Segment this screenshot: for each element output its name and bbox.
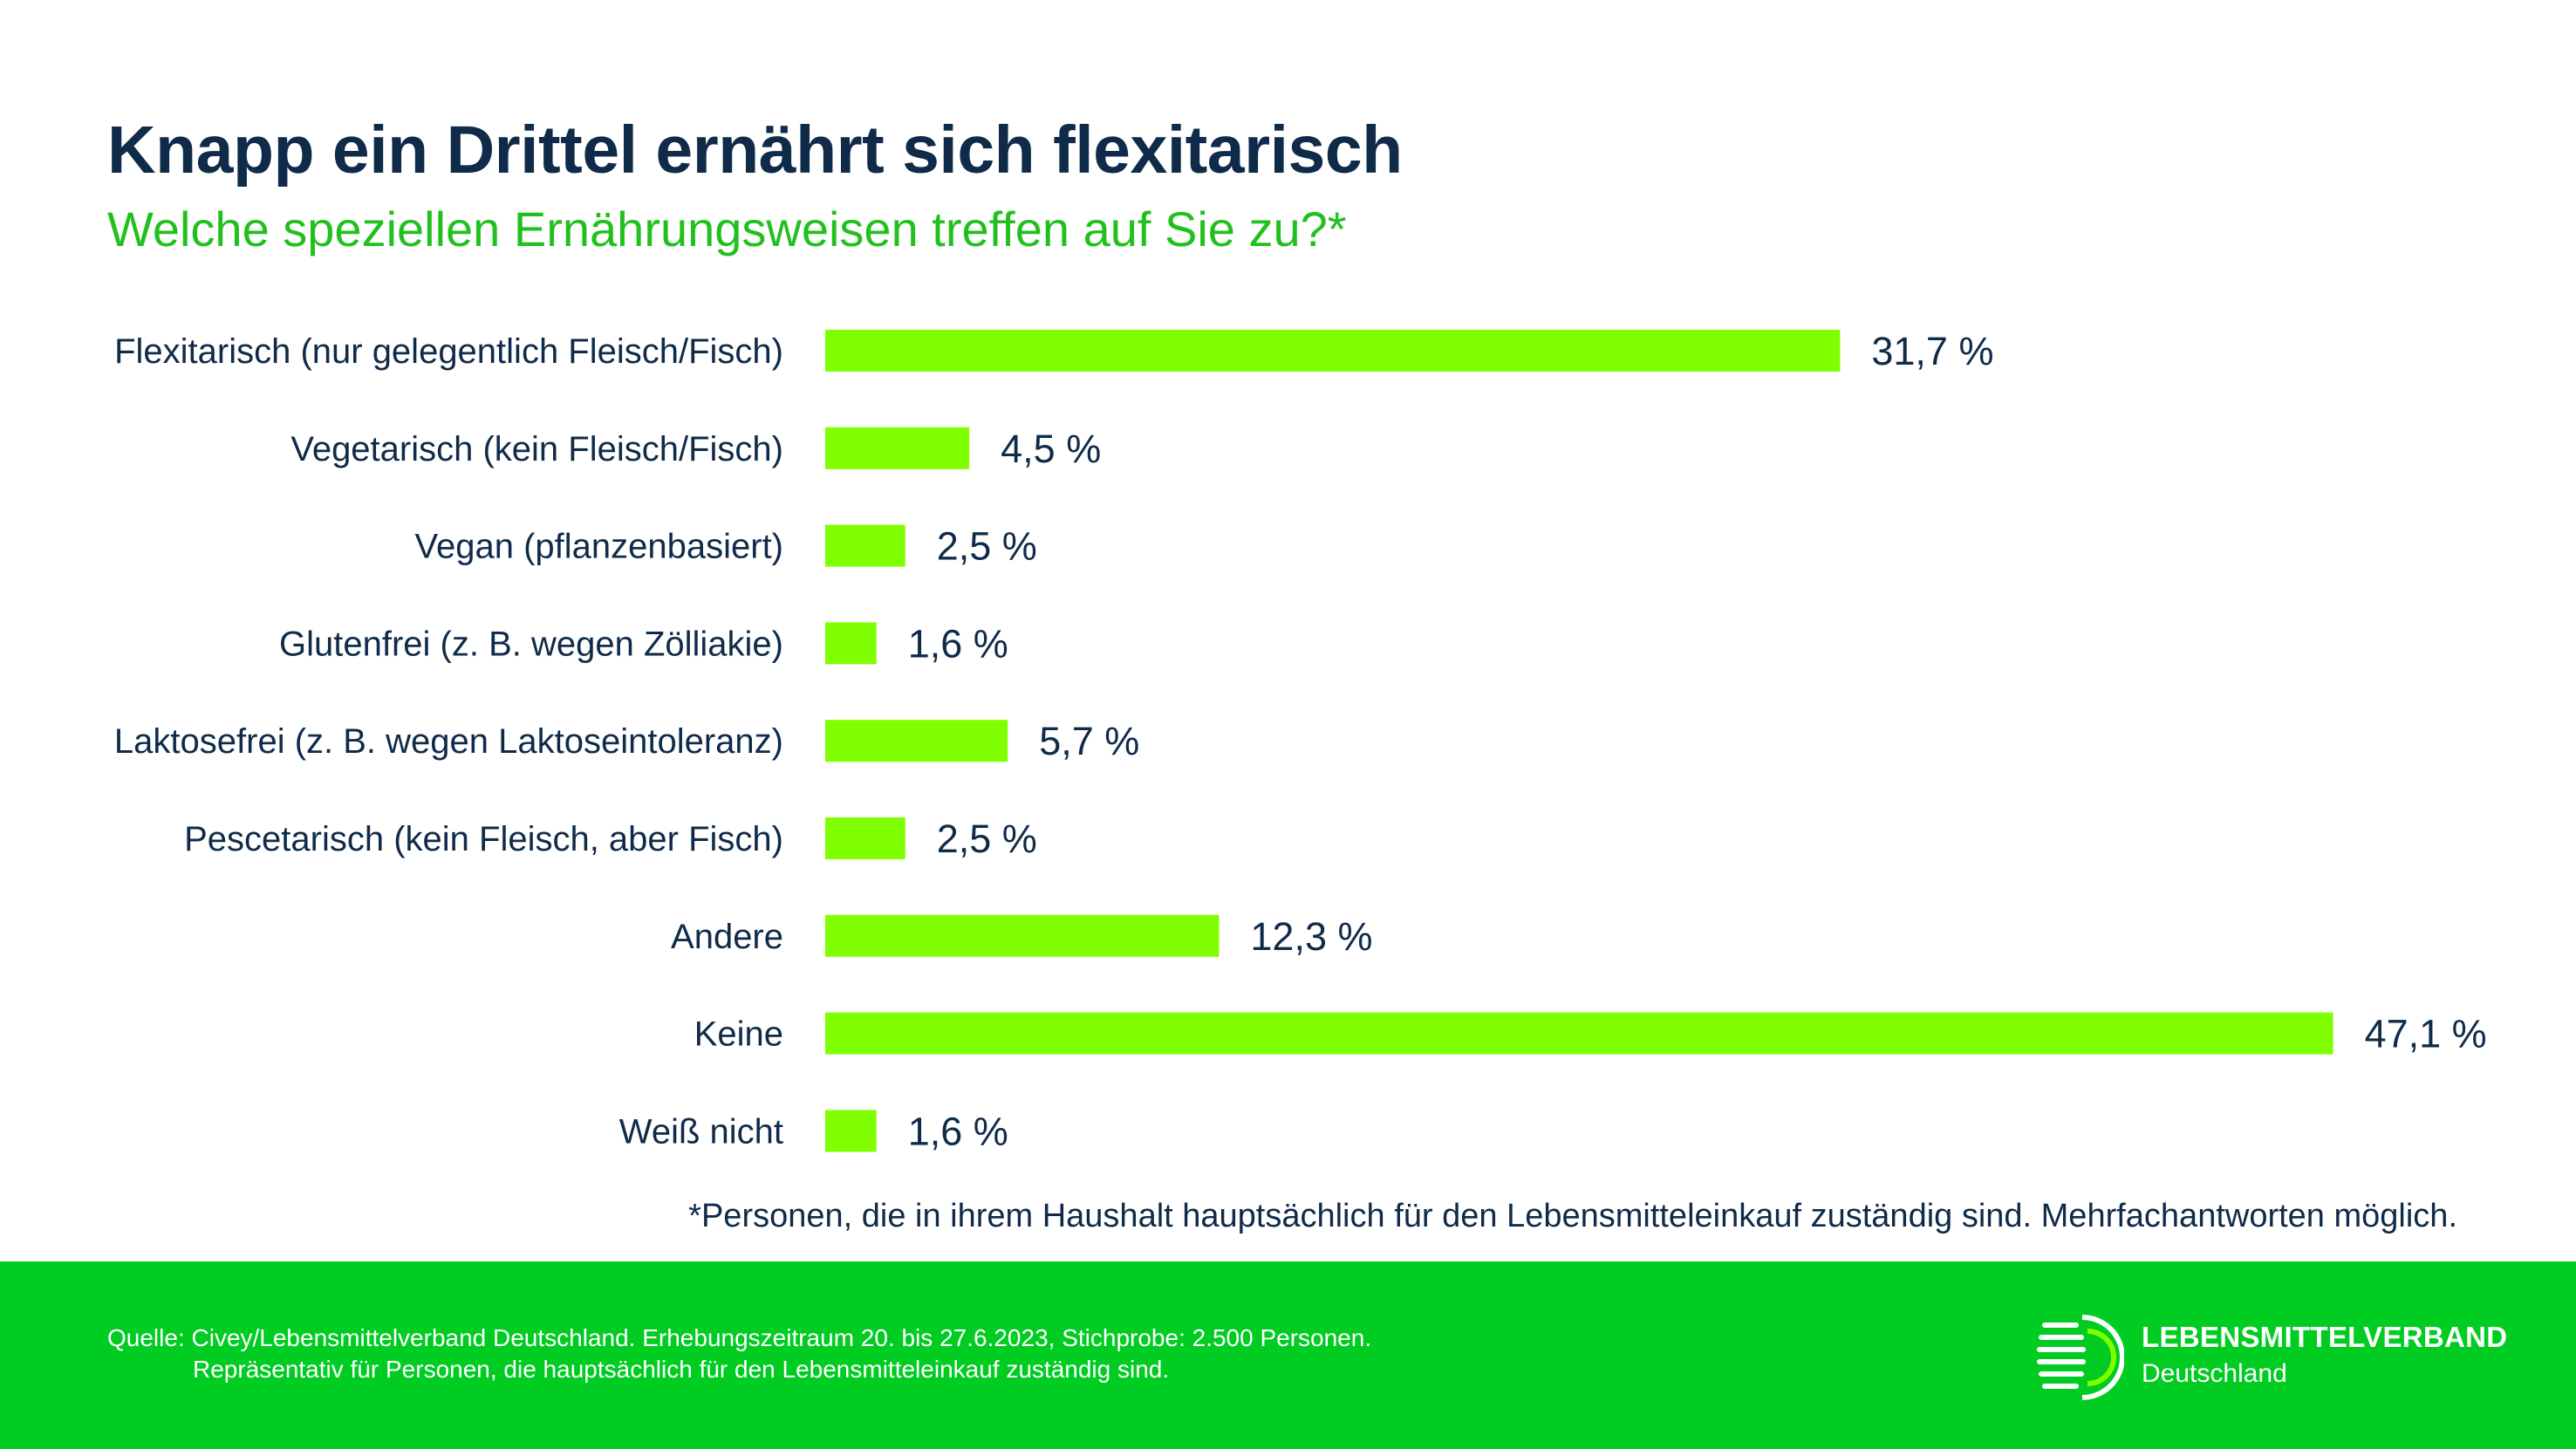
- bar: [825, 1110, 877, 1152]
- category-label: Keine: [694, 1015, 783, 1054]
- value-label: 12,3 %: [1250, 914, 1372, 959]
- logo-subtitle: Deutschland: [2142, 1359, 2287, 1388]
- bar: [825, 427, 970, 469]
- bar-chart: Flexitarisch (nur gelegentlich Fleisch/F…: [114, 329, 2487, 1153]
- value-label: 2,5 %: [937, 524, 1037, 569]
- source-line-1: Quelle: Civey/Lebensmittelverband Deutsc…: [107, 1324, 1372, 1351]
- value-label: 31,7 %: [1871, 329, 1993, 373]
- category-label: Andere: [671, 918, 783, 956]
- value-label: 1,6 %: [908, 621, 1008, 666]
- category-label: Laktosefrei (z. B. wegen Laktoseintolera…: [114, 722, 783, 761]
- bar: [825, 720, 1008, 762]
- bar: [825, 914, 1220, 957]
- category-label: Flexitarisch (nur gelegentlich Fleisch/F…: [114, 332, 783, 371]
- bar: [825, 622, 877, 665]
- footnote: *Personen, die in ihrem Haushalt hauptsä…: [688, 1198, 2457, 1234]
- category-label: Vegetarisch (kein Fleisch/Fisch): [290, 430, 783, 468]
- category-label: Weiß nicht: [619, 1112, 783, 1151]
- source-note: Quelle: Civey/Lebensmittelverband Deutsc…: [107, 1323, 1371, 1385]
- bar: [825, 330, 1841, 372]
- chart-title: Knapp ein Drittel ernährt sich flexitari…: [107, 113, 1403, 188]
- bar: [825, 1012, 2333, 1055]
- logo: LEBENSMITTELVERBAND Deutschland: [2037, 1314, 2560, 1401]
- category-label: Vegan (pflanzenbasiert): [415, 528, 784, 566]
- footer-band: Quelle: Civey/Lebensmittelverband Deutsc…: [0, 1261, 2576, 1449]
- bar: [825, 524, 905, 567]
- lebensmittelverband-logo-icon: [2037, 1315, 2124, 1400]
- logo-name: LEBENSMITTELVERBAND: [2142, 1321, 2508, 1353]
- value-label: 4,5 %: [1001, 427, 1101, 471]
- bar: [825, 817, 905, 859]
- value-label: 5,7 %: [1039, 719, 1139, 763]
- value-label: 2,5 %: [937, 817, 1037, 861]
- category-label: Glutenfrei (z. B. wegen Zölliakie): [279, 625, 783, 663]
- value-label: 47,1 %: [2365, 1012, 2487, 1056]
- source-line-2: Repräsentativ für Personen, die hauptsäc…: [193, 1356, 1170, 1383]
- chart-subtitle: Welche speziellen Ernährungsweisen treff…: [107, 202, 1347, 256]
- category-label: Pescetarisch (kein Fleisch, aber Fisch): [184, 820, 783, 858]
- value-label: 1,6 %: [908, 1109, 1008, 1153]
